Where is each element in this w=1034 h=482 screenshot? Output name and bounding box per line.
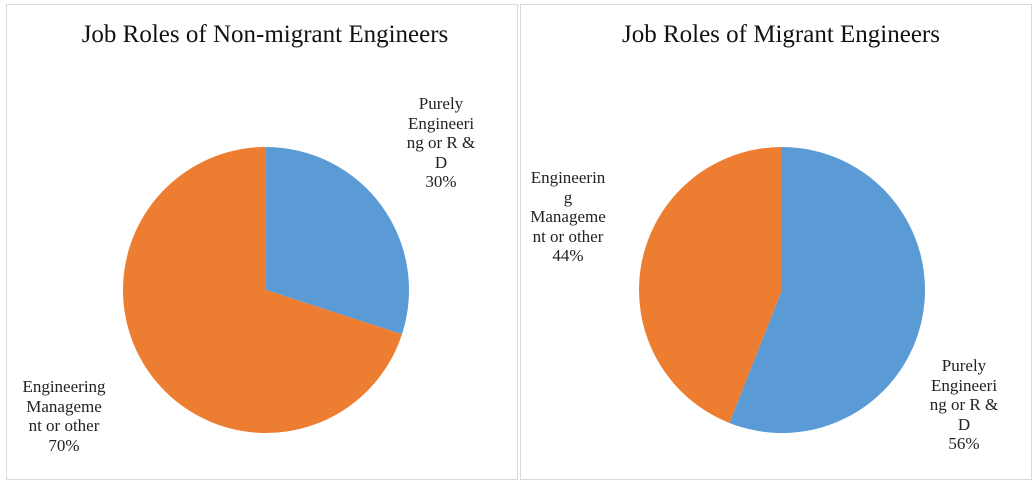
slice-label: Engineering Management or other 44% <box>530 168 606 266</box>
value-label: 30% <box>425 172 457 191</box>
value-label: 56% <box>948 434 980 453</box>
chart-panel <box>520 4 1032 480</box>
pie-slice <box>639 147 782 423</box>
slice-label: Engineering Management or other 70% <box>22 377 106 455</box>
pie-slice <box>266 147 409 335</box>
category-name: Engineering Management or other <box>530 168 606 246</box>
value-label: 44% <box>552 246 584 265</box>
category-name: Purely Engineering or R & D <box>929 356 999 434</box>
category-name: Engineering Management or other <box>22 377 106 435</box>
pie-slice <box>729 147 926 434</box>
pie-slice <box>123 147 403 433</box>
chart-title: Job Roles of Migrant Engineers <box>621 21 940 48</box>
slice-label: Purely Engineering or R & D 56% <box>928 356 1000 454</box>
slice-label: Purely Engineering or R & D 30% <box>406 94 476 192</box>
chart-title: Job Roles of Non-migrant Engineers <box>81 21 449 48</box>
value-label: 70% <box>48 435 80 455</box>
chart-panel <box>6 4 518 480</box>
category-name: Purely Engineering or R & D <box>406 94 476 172</box>
